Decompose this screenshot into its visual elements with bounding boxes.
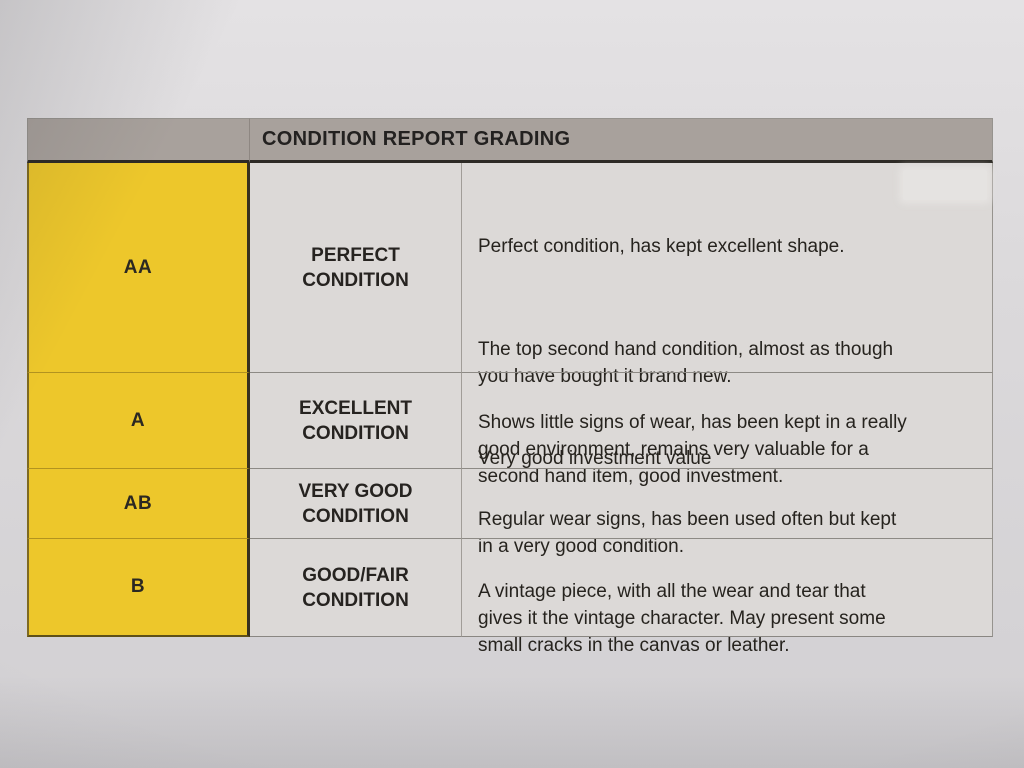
description-cell-ab: Regular wear signs, has been used often … <box>462 468 993 557</box>
grading-table: CONDITION REPORT GRADING AA PERFECT COND… <box>27 118 993 656</box>
grade-label-cell-b: GOOD/FAIR CONDITION <box>250 538 462 637</box>
grade-label: VERY GOOD CONDITION <box>298 480 413 527</box>
grade-code-cell-a: A <box>27 372 250 468</box>
page-title: CONDITION REPORT GRADING <box>262 128 571 150</box>
grade-label: EXCELLENT CONDITION <box>299 397 412 444</box>
grade-code: AB <box>123 492 153 514</box>
description-paragraph: Perfect condition, has kept excellent sh… <box>478 236 845 257</box>
grade-label: PERFECT CONDITION <box>302 244 409 291</box>
table-header: CONDITION REPORT GRADING <box>250 118 993 163</box>
grade-label-cell-a: EXCELLENT CONDITION <box>250 372 462 468</box>
grade-code-cell-b: B <box>27 538 250 637</box>
grade-label-cell-aa: PERFECT CONDITION <box>250 163 462 372</box>
description-paragraph: A vintage piece, with all the wear and t… <box>478 581 886 656</box>
whiteout-patch <box>903 170 987 200</box>
grade-label: GOOD/FAIR CONDITION <box>302 564 409 611</box>
description-paragraph: Very good investment value <box>478 448 712 469</box>
table-header-spacer <box>27 118 250 163</box>
description-paragraph: The top second hand condition, almost as… <box>478 339 894 387</box>
description-paragraph: Shows little signs of wear, has been kep… <box>478 412 907 487</box>
description-cell-aa: Perfect condition, has kept excellent sh… <box>462 163 993 469</box>
grade-code-cell-ab: AB <box>27 468 250 538</box>
description-paragraph: Regular wear signs, has been used often … <box>478 509 897 557</box>
grade-code-cell-aa: AA <box>27 163 250 372</box>
grade-code: B <box>130 576 146 597</box>
grade-code: A <box>130 409 146 431</box>
description-cell-a: Shows little signs of wear, has been kep… <box>462 372 993 487</box>
description-cell-b: A vintage piece, with all the wear and t… <box>462 538 993 656</box>
grade-code: AA <box>123 256 153 278</box>
grade-label-cell-ab: VERY GOOD CONDITION <box>250 468 462 538</box>
